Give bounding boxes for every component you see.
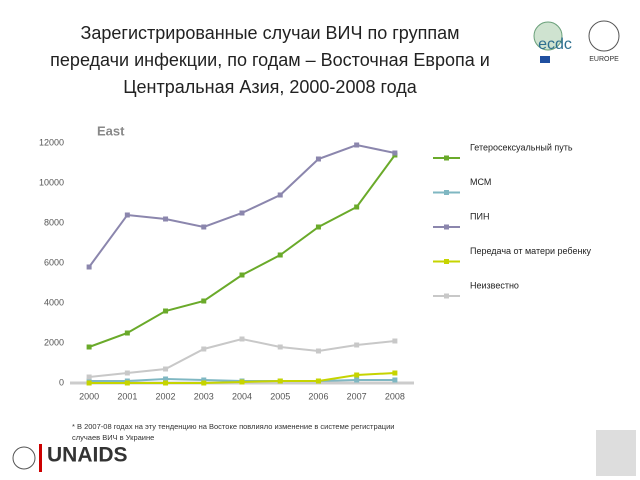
point [239,379,245,385]
x-tick-label: 2008 [385,391,405,401]
legend-marker [444,190,449,195]
legend-marker [444,293,449,299]
point [354,372,360,378]
legend-marker [444,155,449,161]
x-tick-label: 2006 [308,391,328,401]
point [163,380,169,386]
point [277,192,283,198]
point [354,377,360,383]
legend-label: Неизвестно [470,280,519,290]
point [124,330,130,336]
ecdc-logo: ecdc [533,21,572,63]
point [239,336,245,342]
point [392,370,398,376]
y-tick-label: 2000 [44,337,64,347]
europe-text: EUROPE [589,56,619,63]
corner-image [596,430,636,476]
title: Зарегистрированные случаи ВИЧ по группам… [50,23,490,97]
point [315,156,321,162]
point [392,150,398,156]
point [86,264,92,270]
point [163,216,169,222]
point [277,344,283,350]
point [201,298,207,304]
point [354,142,360,148]
point [201,224,207,230]
y-tick-label: 6000 [44,257,64,267]
legend-label: МСМ [470,177,491,187]
y-tick-label: 4000 [44,297,64,307]
point [315,348,321,354]
point [315,378,321,384]
x-tick-label: 2002 [156,391,176,401]
point [124,370,130,376]
x-tick-label: 2003 [194,391,214,401]
x-tick-label: 2005 [270,391,290,401]
point [239,272,245,278]
x-tick-label: 2001 [117,391,137,401]
point [392,377,398,383]
x-tick-label: 2007 [347,391,367,401]
point [124,212,130,218]
point [163,366,169,372]
point [277,378,283,384]
ecdc-text: ecdc [538,36,572,53]
unaids-text: UNAIDS [47,444,128,467]
point [277,252,283,258]
point [201,380,207,386]
legend-label: ПИН [470,211,489,221]
point [86,374,92,380]
point [86,344,92,350]
point [392,338,398,344]
y-tick-label: 12000 [39,137,64,147]
footnote: * В 2007-08 годах на эту тенденцию на Во… [72,422,395,442]
unaids-logo: UNAIDS [12,444,128,472]
y-tick-label: 10000 [39,177,64,187]
point [86,380,92,386]
point [124,380,130,386]
legend-label: Гетеросексуальный путь [470,142,573,152]
y-tick-label: 0 [59,377,64,387]
legend-marker [444,224,449,230]
chart-subtitle: East [97,123,125,138]
point [315,224,321,230]
series-line [88,154,396,348]
series-line [89,337,395,378]
point [354,342,360,348]
point [354,204,360,210]
point [201,346,207,352]
point [163,376,169,382]
point [239,210,245,216]
series-line [88,143,396,268]
who-logo: EUROPE [588,20,620,63]
legend-label: Передача от матери ребенку [470,246,592,256]
y-tick-label: 8000 [44,217,64,227]
x-tick-label: 2000 [79,391,99,401]
point [163,308,169,314]
point [201,377,207,383]
x-tick-label: 2004 [232,391,252,401]
legend-marker [444,259,449,264]
